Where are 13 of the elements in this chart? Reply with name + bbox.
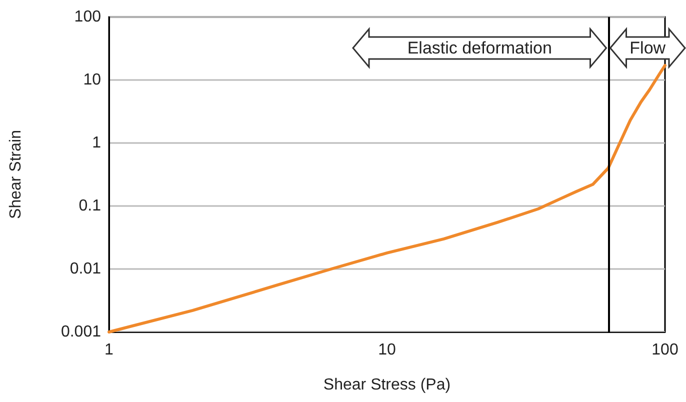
x-tick-label: 10 [378,342,396,358]
x-tick-label: 1 [104,342,114,358]
y-tick-label: 100 [74,8,102,26]
y-tick-label: 10 [83,72,102,88]
y-tick-label: 1 [92,134,102,152]
y-tick-label: 0.1 [78,198,102,214]
annotation: Flow [630,38,666,58]
x-axis-title: Shear Stress (Pa) [323,376,451,394]
x-tick-label: 100 [652,342,678,358]
y-tick-label: 0.01 [70,260,102,278]
annotation: Elastic deformation [407,38,552,58]
y-tick-label: 0.001 [60,324,102,340]
y-axis-title: Shear Strain [8,130,24,219]
